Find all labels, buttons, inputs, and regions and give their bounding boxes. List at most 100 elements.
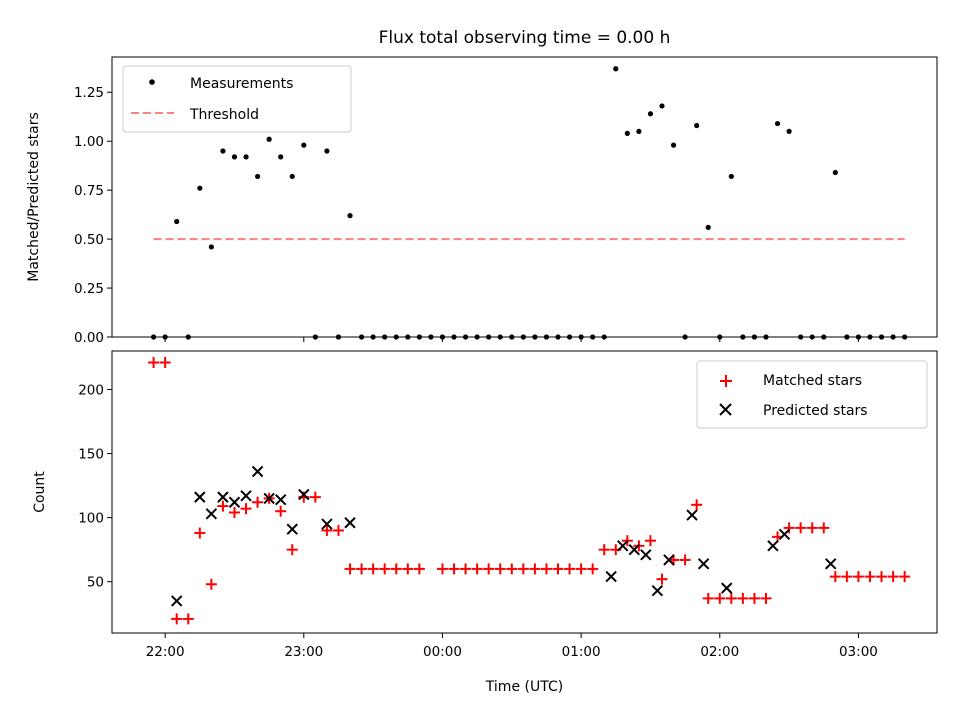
predicted-stars-point	[251, 465, 264, 478]
matched-stars-point	[344, 563, 356, 575]
top-legend-box	[122, 65, 352, 133]
predicted-stars-point	[344, 517, 356, 529]
bottom-y-tick-label: 150	[78, 447, 104, 463]
matched-stars-point	[852, 571, 864, 583]
predicted-stars-point	[286, 523, 298, 535]
matched-stars-point	[182, 613, 194, 625]
predicted-stars-point	[263, 492, 275, 505]
predicted-stars-point	[697, 558, 710, 570]
bottom-y-tick-label: 50	[87, 575, 104, 591]
matched-stars-point	[552, 563, 564, 575]
measurement-point	[774, 120, 781, 127]
predicted-stars-point	[194, 491, 206, 503]
legend-matched-label: Matched stars	[763, 373, 862, 389]
matched-stars-point	[529, 563, 541, 575]
predicted-stars-point	[778, 528, 791, 541]
predicted-stars-point	[720, 582, 733, 594]
predicted-stars-point	[651, 584, 664, 597]
measurement-point	[647, 111, 654, 117]
predicted-stars-point	[228, 496, 241, 508]
predicted-stars-point	[605, 570, 617, 583]
matched-stars-point	[540, 563, 552, 575]
x-tick-label: 00:00	[423, 644, 462, 660]
bottom-plot-area: 50 100 150 200 22:00 23:00 00:00 01:00 02:00 03:0…	[78, 350, 938, 660]
matched-stars-point	[217, 500, 229, 512]
matched-stars-point	[321, 524, 333, 536]
matched-stars-point	[864, 571, 876, 583]
matched-stars-point	[275, 505, 287, 517]
matched-stars-point	[725, 592, 737, 604]
top-y-tick-label: 0.00	[74, 330, 104, 346]
measurement-point	[220, 148, 226, 154]
top-plot-area: 0.00 0.25 0.50 0.75 1.00 1.25	[74, 56, 938, 346]
top-y-tick-label: 0.75	[74, 183, 104, 199]
matched-stars-point	[795, 522, 807, 534]
matched-stars-point	[494, 563, 506, 575]
matched-stars-point	[702, 592, 714, 604]
matched-stars-point	[356, 563, 368, 575]
matched-stars-point	[679, 554, 691, 566]
measurement-point	[289, 173, 295, 180]
matched-stars-point	[240, 503, 252, 515]
matched-stars-point	[575, 563, 587, 575]
measurement-point	[694, 122, 700, 129]
matched-stars-point	[171, 613, 183, 625]
legend-predicted-marker	[719, 403, 732, 416]
x-tick-label: 23:00	[284, 644, 323, 660]
top-y-tick-label: 1.25	[74, 85, 104, 101]
measurement-point	[636, 128, 642, 135]
x-tick-label: 03:00	[839, 644, 878, 660]
measurement-point	[613, 66, 619, 72]
matched-stars-point	[841, 571, 853, 583]
measurement-point	[278, 154, 284, 160]
bottom-axes-frame	[111, 350, 938, 634]
matched-stars-point	[644, 535, 656, 547]
top-y-axis-label: Matched/Predicted stars	[26, 112, 42, 282]
measurement-point	[266, 136, 272, 142]
top-legend: Measurements Threshold	[122, 65, 352, 133]
top-y-tick-label: 1.00	[74, 134, 104, 150]
matched-stars-point	[379, 563, 391, 575]
predicted-stars-point	[240, 490, 252, 502]
legend-threshold-label: Threshold	[189, 107, 259, 123]
bottom-legend: Matched stars Predicted stars	[696, 360, 928, 429]
predicted-stars-point	[686, 509, 698, 521]
predicted-stars-point	[640, 549, 652, 561]
legend-measurements-label: Measurements	[190, 76, 293, 92]
predicted-stars-point	[617, 540, 629, 552]
matched-stars-point	[286, 544, 298, 556]
matched-stars-point	[818, 522, 830, 534]
bottom-y-tick-label: 100	[78, 511, 104, 527]
matched-stars-point	[148, 357, 160, 369]
x-tick-label: 02:00	[700, 644, 739, 660]
predicted-stars-point	[628, 543, 640, 556]
measurement-point	[208, 244, 214, 250]
bottom-legend-box	[696, 360, 928, 429]
measurement-point	[174, 218, 180, 225]
matched-stars-point	[806, 522, 818, 534]
matched-stars-point	[460, 563, 472, 575]
measurement-point	[324, 148, 330, 154]
bottom-y-axis-label: Count	[32, 471, 48, 513]
measurement-point	[832, 169, 838, 176]
matched-stars-point	[159, 357, 171, 369]
legend-measurements-marker	[149, 79, 155, 85]
measurement-point	[301, 142, 307, 148]
matched-stars-point	[656, 573, 668, 585]
measurement-point	[786, 128, 792, 135]
matched-stars-point	[899, 571, 911, 583]
top-axes-frame	[111, 56, 938, 338]
top-y-tick-label: 0.50	[74, 232, 104, 248]
matched-stars-point	[402, 563, 414, 575]
matched-stars-point	[194, 527, 206, 539]
matched-stars-point	[506, 563, 518, 575]
legend-matched-marker	[720, 375, 732, 387]
matched-stars-point	[390, 563, 402, 575]
matched-stars-point	[598, 544, 610, 556]
matched-stars-point	[436, 563, 448, 575]
predicted-stars-point	[170, 595, 183, 607]
matched-stars-point	[876, 571, 888, 583]
bottom-y-tick-label: 200	[78, 382, 104, 398]
measurement-point	[243, 154, 249, 160]
